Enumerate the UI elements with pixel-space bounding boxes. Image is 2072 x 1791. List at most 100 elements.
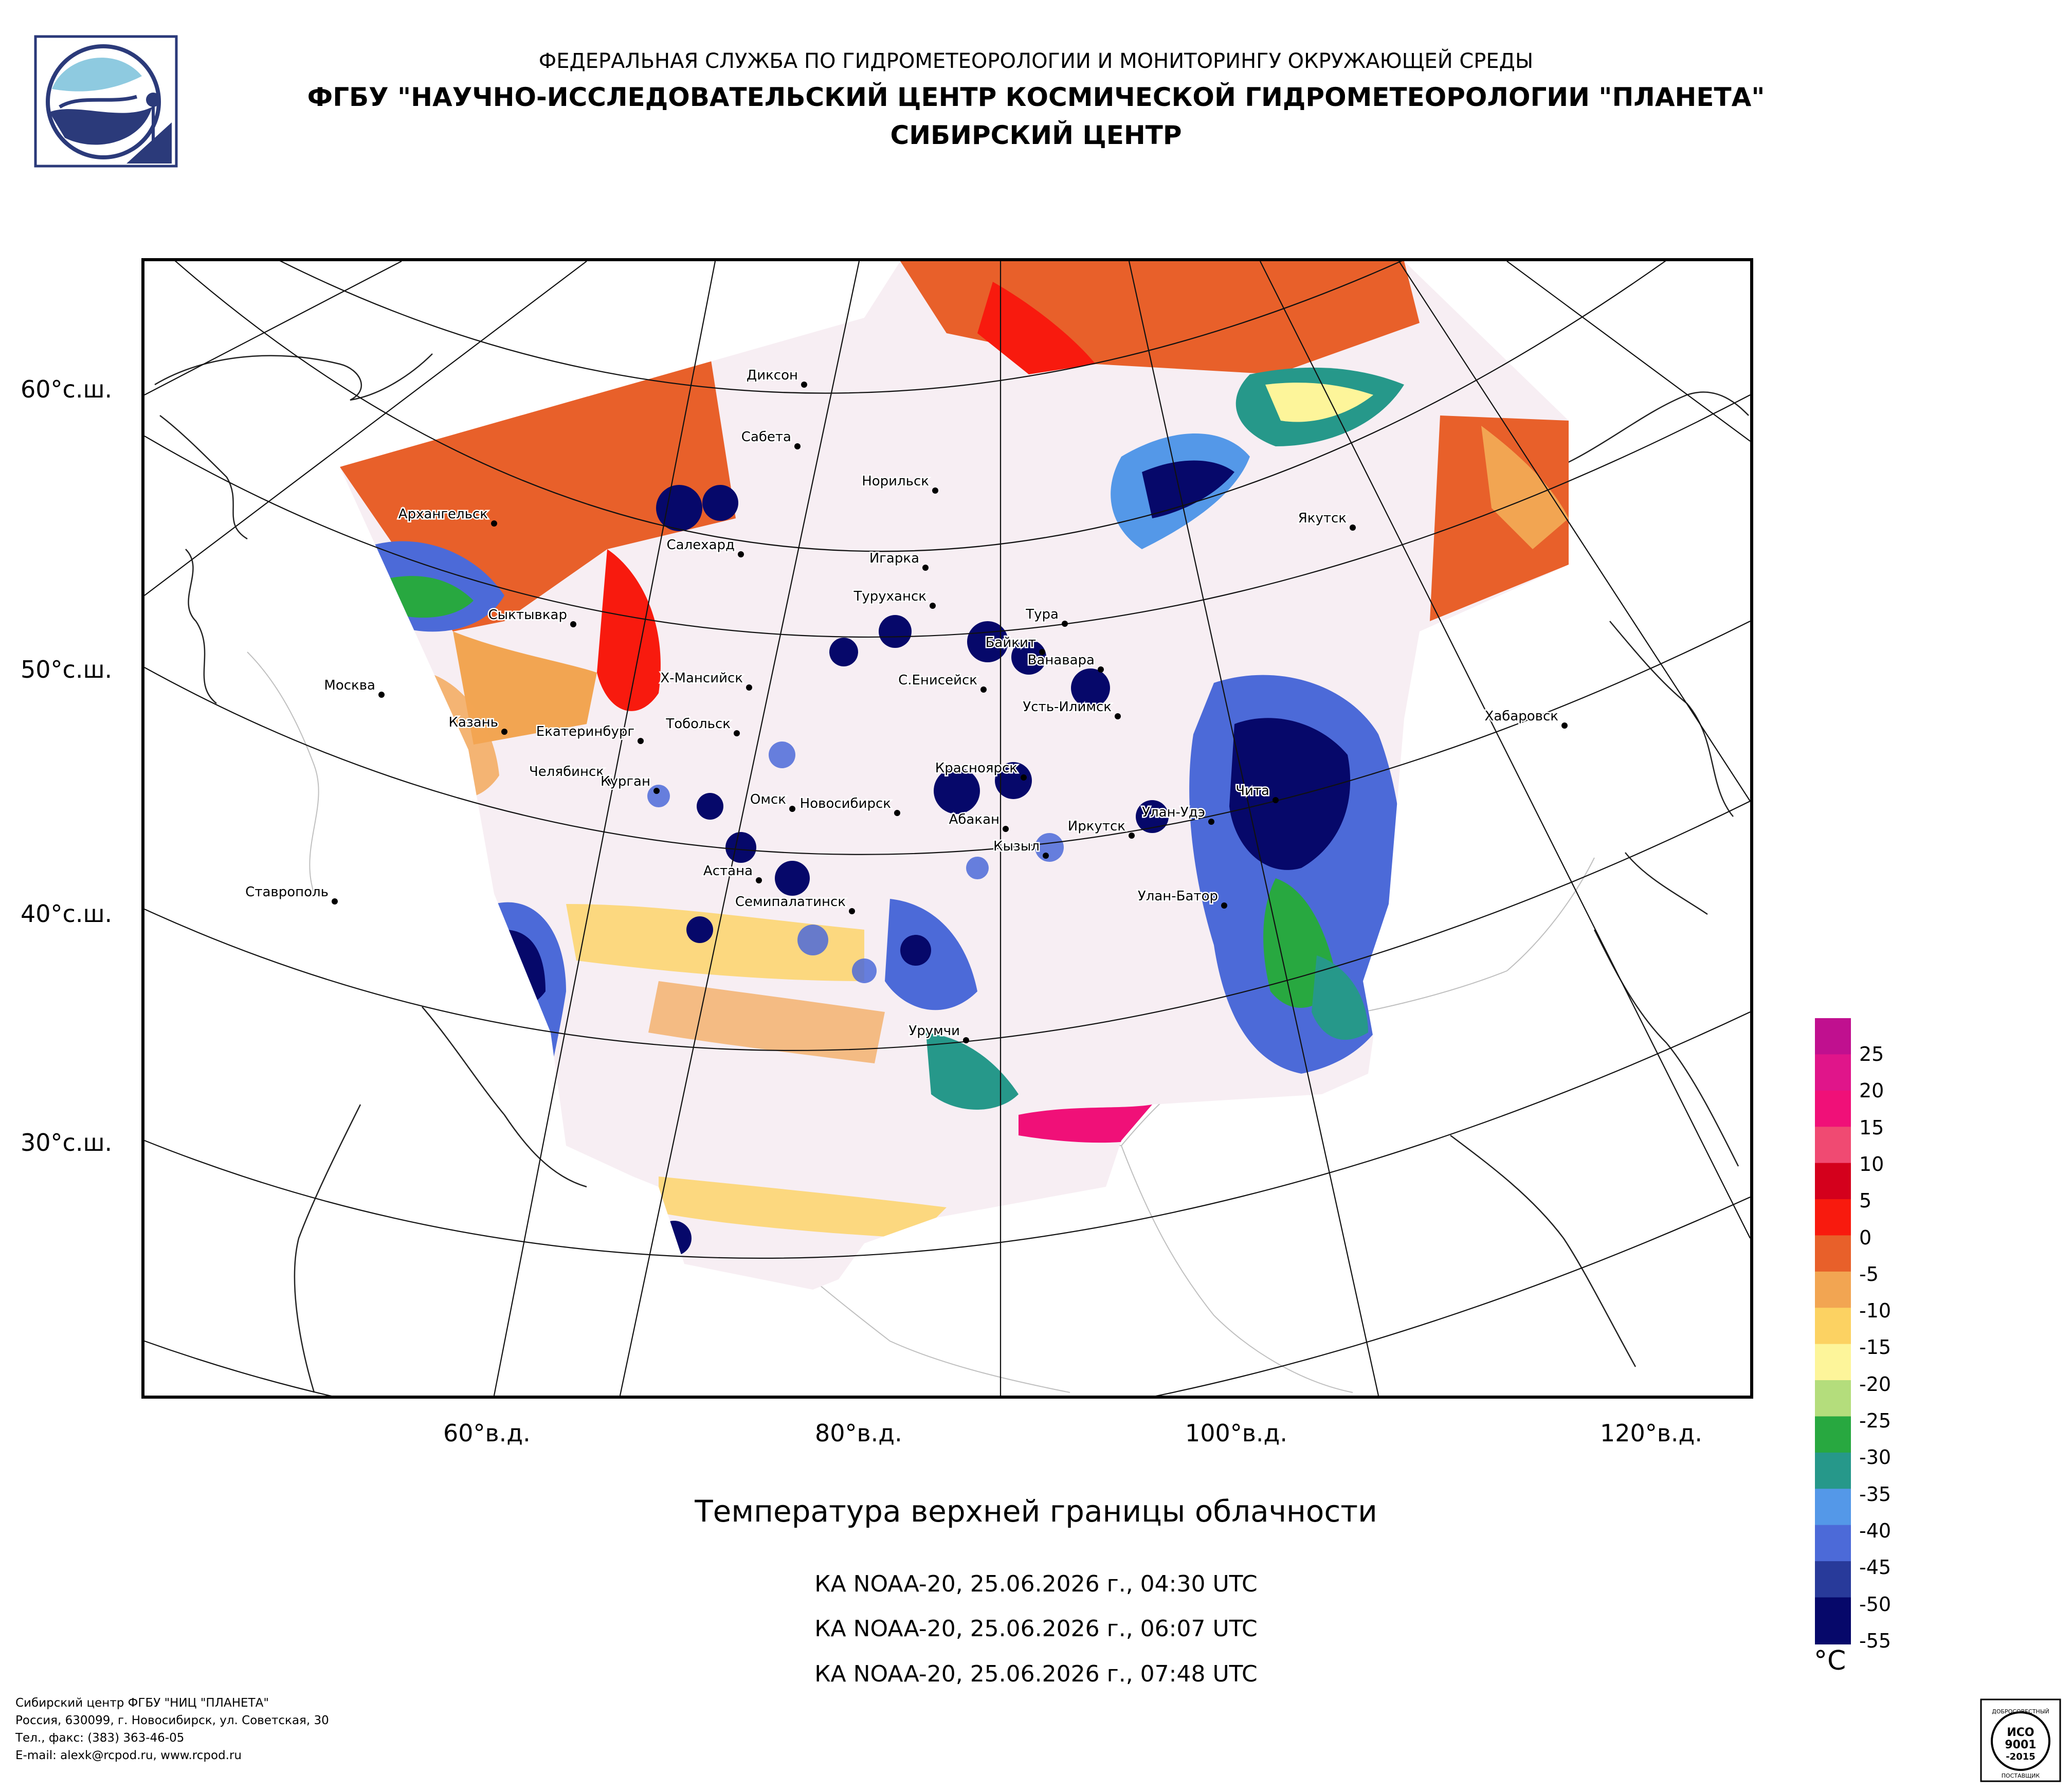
legend-swatch [1815, 1416, 1851, 1453]
city-21: Челябинск [528, 763, 613, 784]
city-label: Байкит [986, 635, 1036, 650]
city-label: Челябинск [529, 764, 604, 780]
city-7: Туруханск [852, 588, 936, 609]
center-title: ФГБУ "НАУЧНО-ИССЛЕДОВАТЕЛЬСКИЙ ЦЕНТР КОС… [307, 82, 1765, 112]
pass-1: КА NOAA-20, 25.06.2026 г., 04:30 UTC [814, 1571, 1258, 1597]
city-dot [607, 778, 613, 784]
city-label: Ванавара [1028, 653, 1095, 668]
lon-label-60: 60°в.д. [443, 1419, 531, 1447]
city-24: Омск [749, 791, 795, 812]
legend-tick: 25 [1859, 1043, 1884, 1065]
city-label: Астана [703, 863, 753, 879]
city-25: Новосибирск [798, 795, 900, 816]
city-dot [789, 806, 795, 812]
city-dot [378, 692, 385, 698]
lon-label-80: 80°в.д. [815, 1419, 902, 1447]
footer-email[interactable]: E-mail: alexk@rcpod.ru, www.rcpod.ru [15, 1749, 242, 1762]
city-label: Туруханск [853, 589, 926, 604]
city-19: Екатеринбург [535, 723, 644, 744]
parallel-20n [144, 1196, 1750, 1396]
city-2: Норильск [861, 473, 938, 494]
city-label: Красноярск [935, 761, 1017, 776]
city-dot [980, 686, 987, 693]
city-17: Казань [447, 714, 507, 735]
svg-text:ПОСТАВЩИК: ПОСТАВЩИК [2002, 1772, 2040, 1779]
legend-tick: -50 [1859, 1593, 1892, 1616]
parallel-50n [144, 621, 1750, 855]
city-label: Норильск [862, 474, 929, 489]
city-label: Сабета [741, 429, 791, 445]
city-dot [638, 738, 644, 744]
lon-label-100: 100°в.д. [1185, 1419, 1287, 1447]
legend-tick: -45 [1859, 1556, 1892, 1579]
city-dot [738, 551, 744, 557]
legend-tick: -55 [1859, 1629, 1892, 1652]
legend-swatch [1815, 1308, 1851, 1345]
city-dot [734, 730, 740, 736]
legend-tick: -25 [1859, 1409, 1892, 1432]
legend-tick: 0 [1859, 1226, 1872, 1249]
city-26: Улан-Удэ [1141, 804, 1214, 825]
legend-tick: -20 [1859, 1372, 1892, 1396]
legend-swatch [1815, 1597, 1851, 1634]
city-label: Улан-Батор [1138, 889, 1218, 904]
lat-label-60: 60°с.ш. [21, 375, 113, 403]
legend-tick: 15 [1859, 1116, 1884, 1139]
city-dot [746, 684, 752, 691]
city-15: Усть-Илимск [1022, 698, 1121, 719]
city-dot [1208, 819, 1214, 825]
city-dot [756, 877, 762, 883]
city-dot [1129, 833, 1135, 839]
city-29: Кызыл [992, 838, 1049, 859]
city-3: Архангельск [397, 505, 497, 527]
city-18: Тобольск [664, 715, 740, 736]
lat-label-50: 50°с.ш. [21, 656, 113, 683]
city-30: Астана [702, 862, 762, 883]
city-14: С.Енисейск [897, 672, 987, 693]
city-27: Абакан [948, 811, 1009, 832]
legend-swatch [1815, 1235, 1851, 1272]
cloud-top-temperature-map: Диксон Сабета Норильск Архангельск Салехард И… [141, 258, 1753, 1399]
city-label: Семипалатинск [735, 894, 846, 910]
city-label: Диксон [747, 368, 798, 383]
city-dot [1039, 649, 1045, 655]
iso-certification-badge: ДОБРОСОВЕСТНЫЙ ИСО 9001 -2015 ПОСТАВЩИК [1980, 1698, 2061, 1782]
city-dot [653, 788, 660, 794]
agency-title: ФЕДЕРАЛЬНАЯ СЛУЖБА ПО ГИДРОМЕТЕОРОЛОГИИ … [538, 49, 1534, 73]
legend-swatch [1815, 1199, 1851, 1236]
city-13: Х-Мансийск [659, 670, 752, 691]
city-11: Ванавара [1026, 652, 1104, 673]
legend-swatch [1815, 1054, 1851, 1091]
city-dot [801, 382, 807, 388]
city-label: Якутск [1298, 511, 1347, 526]
city-dot [1021, 774, 1027, 781]
city-1: Сабета [740, 428, 801, 449]
city-label: Тобольск [665, 716, 731, 732]
city-label: С.Енисейск [898, 673, 977, 688]
legend-tick: -15 [1859, 1336, 1892, 1359]
city-4: Салехард [665, 536, 744, 557]
legend-swatch [1815, 1018, 1851, 1055]
svg-text:-2015: -2015 [2006, 1751, 2035, 1762]
city-label: Ставрополь [245, 884, 329, 900]
city-dot [963, 1037, 969, 1043]
city-dot [1221, 902, 1227, 909]
city-23: Курган [599, 773, 660, 794]
city-label: Чита [1235, 783, 1269, 799]
lon-label-120: 120°в.д. [1600, 1419, 1702, 1447]
city-32: Улан-Батор [1136, 888, 1227, 909]
city-dot [332, 898, 338, 904]
legend-swatch [1815, 1380, 1851, 1417]
legend-swatch [1815, 1452, 1851, 1490]
city-22: Чита [1234, 782, 1279, 803]
legend-swatch [1815, 1561, 1851, 1598]
legend-swatch [1815, 1090, 1851, 1128]
city-dot [570, 621, 576, 627]
city-16: Хабаровск [1483, 708, 1568, 729]
city-dot [930, 603, 936, 609]
city-label: Сыктывкар [488, 607, 567, 623]
city-label: Кызыл [993, 839, 1040, 854]
city-label: Новосибирск [800, 796, 891, 811]
city-9: Сыктывкар [487, 606, 576, 627]
city-label: Х-Мансийск [660, 671, 743, 686]
